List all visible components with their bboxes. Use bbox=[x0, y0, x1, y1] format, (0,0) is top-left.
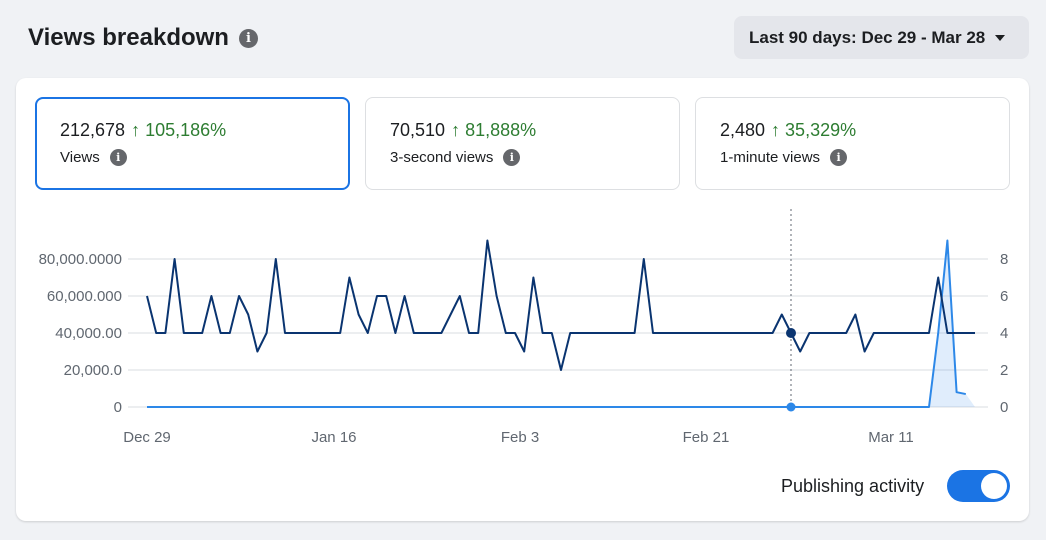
views-panel: 212,678 ↑ 105,186% Views i 70,510 ↑ 81,8… bbox=[16, 78, 1029, 521]
metric-change: ↑ 81,888% bbox=[451, 120, 537, 140]
date-range-dropdown[interactable]: Last 90 days: Dec 29 - Mar 28 bbox=[734, 16, 1029, 59]
x-tick-label: Feb 3 bbox=[501, 429, 539, 446]
publishing-series-line bbox=[146, 239, 975, 371]
info-icon[interactable]: i bbox=[503, 149, 521, 166]
toggle-knob bbox=[981, 473, 1007, 499]
x-tick-label: Dec 29 bbox=[123, 429, 171, 446]
y-tick-label-left: 80,000.0000 bbox=[39, 251, 122, 268]
views-series-line bbox=[147, 239, 966, 408]
metric-label: Views bbox=[60, 149, 100, 166]
metric-value: 2,480 bbox=[720, 120, 766, 140]
metric-change: ↑ 35,329% bbox=[771, 120, 857, 140]
publishing-activity-toggle[interactable] bbox=[947, 470, 1010, 502]
info-icon[interactable]: i bbox=[830, 149, 848, 166]
metric-value: 212,678 bbox=[60, 120, 126, 140]
info-icon[interactable]: i bbox=[109, 149, 127, 166]
metric-label: 1-minute views bbox=[720, 149, 821, 166]
y-tick-label-right: 6 bbox=[1000, 288, 1008, 305]
y-tick-label-left: 60,000.000 bbox=[47, 288, 122, 305]
y-tick-label-right: 8 bbox=[1000, 251, 1008, 268]
caret-down-icon bbox=[995, 34, 1006, 41]
y-tick-label-left: 0 bbox=[114, 399, 122, 416]
y-tick-label-left: 40,000.00 bbox=[55, 325, 122, 342]
page-title: Views breakdown bbox=[28, 24, 229, 51]
metric-card-views[interactable]: 212,678 ↑ 105,186% Views i bbox=[35, 97, 350, 190]
date-range-label: Last 90 days: Dec 29 - Mar 28 bbox=[749, 27, 986, 47]
metric-change: ↑ 105,186% bbox=[131, 120, 227, 140]
info-icon[interactable]: i bbox=[238, 28, 258, 48]
y-tick-label-right: 0 bbox=[1000, 399, 1008, 416]
metric-card-1-minute-views[interactable]: 2,480 ↑ 35,329% 1-minute views i bbox=[695, 97, 1010, 190]
y-tick-label-left: 20,000.0 bbox=[64, 362, 122, 379]
metric-card-3-second-views[interactable]: 70,510 ↑ 81,888% 3-second views i bbox=[365, 97, 680, 190]
y-tick-label-right: 2 bbox=[1000, 362, 1008, 379]
metric-label: 3-second views bbox=[390, 149, 494, 166]
publishing-activity-label: Publishing activity bbox=[781, 476, 925, 496]
page-header: Views breakdown i bbox=[28, 24, 258, 52]
hover-point-primary bbox=[786, 328, 796, 338]
hover-point-secondary bbox=[786, 402, 796, 412]
metric-value: 70,510 bbox=[390, 120, 446, 140]
y-tick-label-right: 4 bbox=[1000, 325, 1008, 342]
x-tick-label: Jan 16 bbox=[311, 429, 356, 446]
x-tick-label: Feb 21 bbox=[683, 429, 730, 446]
x-tick-label: Mar 11 bbox=[868, 429, 914, 446]
